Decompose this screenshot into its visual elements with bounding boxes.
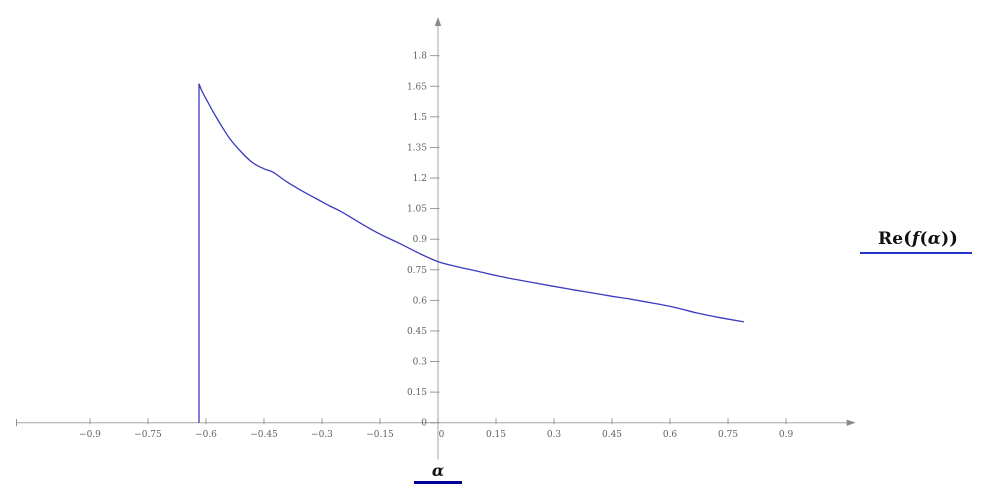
x-tick-label: 0.6 <box>663 430 678 440</box>
legend-line-sample <box>860 252 972 254</box>
y-tick-label: 0.6 <box>413 296 428 306</box>
legend-label-part: ) <box>941 229 950 249</box>
x-axis-label-underline <box>414 481 462 484</box>
legend: Re(f(α)) <box>860 228 976 254</box>
y-tick-label: 1.2 <box>413 174 427 184</box>
y-tick-label: 0.15 <box>407 388 427 398</box>
y-tick-label: 1.5 <box>413 113 428 123</box>
legend-label-part: ( <box>919 229 928 249</box>
x-axis-arrow-icon <box>846 419 856 426</box>
legend-label-part: ) <box>949 228 959 249</box>
y-tick-label: 1.05 <box>407 205 427 215</box>
x-tick-label: −0.45 <box>250 430 278 440</box>
y-tick-label: 1.65 <box>407 82 427 92</box>
x-tick-label: 0.45 <box>602 430 622 440</box>
x-tick-label: −0.9 <box>79 430 101 440</box>
x-tick-label: 0 <box>439 430 445 440</box>
curve-path <box>198 83 745 423</box>
y-tick-label: 0 <box>421 419 427 429</box>
y-tick-label: 0.3 <box>413 358 428 368</box>
y-tick-label: 0.45 <box>407 327 427 337</box>
x-tick-label: −0.3 <box>311 430 333 440</box>
x-tick-label: 0.9 <box>779 430 794 440</box>
x-tick-label: −0.6 <box>195 430 217 440</box>
legend-label-part: α <box>927 229 942 249</box>
y-tick-label: 0.75 <box>407 266 427 276</box>
y-tick-label: 0.9 <box>413 235 428 245</box>
x-axis-label-wrap: α <box>414 461 462 484</box>
x-tick-label: −0.15 <box>366 430 394 440</box>
legend-label: Re(f(α)) <box>878 228 958 249</box>
x-tick-label: 0.75 <box>718 430 738 440</box>
x-tick-label: −0.75 <box>134 430 162 440</box>
y-tick-label: 1.35 <box>407 143 427 153</box>
y-tick-label: 1.8 <box>413 52 428 62</box>
legend-label-part: f <box>912 229 920 249</box>
legend-label-part: Re <box>877 229 904 249</box>
y-axis-arrow-icon <box>434 16 442 26</box>
x-axis-label: α <box>431 461 445 480</box>
x-tick-label: 0.3 <box>547 430 562 440</box>
legend-label-part: ( <box>903 228 913 249</box>
x-tick-label: 0.15 <box>486 430 506 440</box>
